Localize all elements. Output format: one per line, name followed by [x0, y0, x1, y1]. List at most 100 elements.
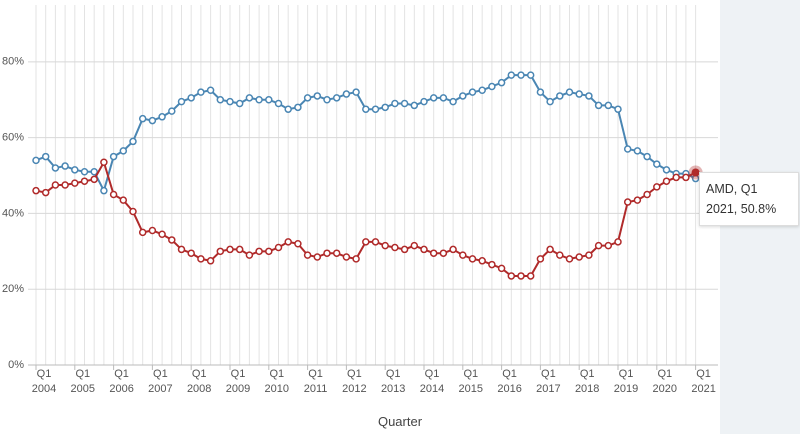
y-tick-label: 80% — [2, 56, 24, 68]
point — [400, 99, 409, 108]
point — [109, 152, 118, 161]
point — [575, 253, 583, 261]
point — [284, 238, 292, 246]
point — [556, 251, 564, 259]
point — [32, 156, 40, 165]
y-tick-label: 0% — [8, 359, 24, 371]
point — [526, 272, 535, 280]
point — [662, 166, 671, 174]
point — [109, 190, 118, 199]
point — [226, 245, 234, 254]
point — [565, 88, 574, 96]
point — [206, 86, 215, 95]
point — [565, 255, 574, 263]
point — [342, 90, 351, 98]
point — [623, 198, 632, 206]
point — [255, 95, 263, 104]
point — [633, 196, 642, 204]
tooltip: AMD, Q1 2021, 50.8% — [699, 172, 799, 226]
x-tick-label: Q1 2004 — [31, 368, 57, 395]
point — [662, 177, 671, 185]
point — [148, 116, 157, 125]
point — [497, 78, 506, 87]
point — [323, 95, 331, 104]
point — [274, 243, 283, 252]
x-axis-title: Quarter — [377, 414, 423, 429]
point — [177, 97, 186, 106]
point — [168, 236, 176, 244]
point — [371, 105, 380, 113]
point — [235, 245, 244, 254]
point — [459, 92, 467, 100]
point — [643, 152, 651, 161]
point — [643, 190, 651, 199]
point — [653, 183, 661, 191]
point — [168, 107, 176, 115]
point — [158, 230, 166, 239]
point — [633, 147, 642, 155]
point — [51, 181, 60, 189]
point — [177, 245, 186, 254]
point — [303, 94, 312, 102]
point — [478, 86, 486, 95]
point — [100, 158, 108, 167]
point — [197, 255, 205, 263]
point — [41, 188, 50, 197]
point — [449, 245, 457, 254]
point — [342, 253, 351, 261]
point — [362, 105, 370, 113]
point — [585, 92, 593, 100]
point — [478, 257, 486, 265]
point — [526, 71, 535, 79]
point — [381, 103, 389, 112]
point — [362, 238, 370, 246]
point — [488, 82, 496, 91]
point — [556, 92, 564, 100]
point — [468, 255, 477, 263]
point — [682, 173, 690, 182]
point — [129, 137, 137, 146]
point — [536, 255, 545, 263]
point — [332, 94, 341, 102]
point — [410, 101, 419, 110]
point — [71, 166, 79, 174]
point — [429, 94, 438, 102]
point — [216, 95, 225, 104]
point — [653, 160, 661, 168]
y-tick-label: 20% — [2, 283, 24, 295]
point — [61, 162, 69, 170]
point — [352, 88, 360, 96]
point — [546, 97, 554, 106]
point — [303, 251, 312, 259]
point — [119, 196, 128, 204]
point — [80, 177, 89, 185]
point — [546, 245, 554, 254]
x-tick-label: Q1 2007 — [148, 368, 173, 395]
x-tick-label: Q1 2017 — [536, 368, 561, 395]
y-tick-label: 40% — [2, 207, 24, 219]
point — [323, 249, 331, 257]
point — [604, 241, 613, 250]
point — [352, 255, 360, 263]
point — [245, 251, 254, 259]
point — [313, 253, 322, 261]
y-tick-label: 60% — [2, 132, 24, 144]
point — [420, 245, 428, 254]
x-tick-label: Q1 2011 — [303, 368, 328, 395]
point — [129, 207, 137, 216]
x-tick-label: Q1 2021 — [691, 368, 716, 395]
point — [158, 113, 166, 121]
point — [429, 249, 438, 257]
point — [32, 186, 40, 195]
point — [119, 147, 128, 155]
point — [245, 94, 254, 102]
point — [614, 238, 622, 246]
point — [265, 247, 273, 256]
point — [138, 114, 147, 123]
x-tick-label: Q1 2016 — [497, 368, 522, 395]
x-tick-label: Q1 2010 — [264, 368, 290, 395]
point — [90, 167, 98, 176]
point — [80, 167, 89, 176]
point — [507, 272, 516, 280]
